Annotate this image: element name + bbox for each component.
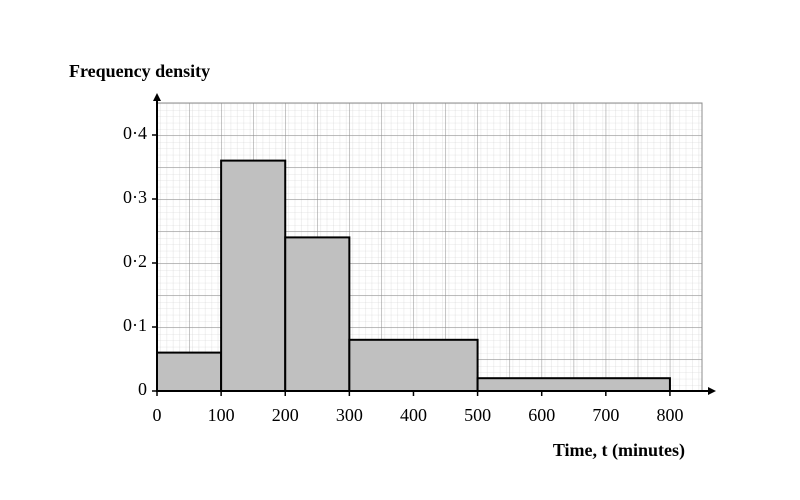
- y-tick-label: 0·3: [123, 187, 147, 207]
- x-tick-label: 400: [400, 405, 427, 425]
- bar: [284, 236, 351, 392]
- bar: [220, 159, 287, 392]
- x-tick-label: 0: [153, 405, 162, 425]
- bar: [476, 377, 671, 393]
- x-tick-label: 300: [336, 405, 363, 425]
- y-tick-label: 0·4: [123, 123, 147, 143]
- bar: [348, 338, 479, 392]
- y-tick-label: 0·2: [123, 251, 147, 271]
- x-tick-label: 100: [208, 405, 235, 425]
- x-axis-label: Time, t (minutes): [553, 440, 685, 461]
- x-tick-label: 800: [656, 405, 683, 425]
- x-tick-label: 200: [272, 405, 299, 425]
- bar: [156, 351, 223, 393]
- x-arrow: [708, 387, 716, 395]
- x-tick-label: 500: [464, 405, 491, 425]
- y-axis-label: Frequency density: [69, 61, 210, 81]
- x-tick-label: 700: [592, 405, 619, 425]
- y-tick-label: 0: [138, 379, 147, 399]
- y-tick-label: 0·1: [123, 315, 147, 335]
- x-tick-label: 600: [528, 405, 555, 425]
- y-arrow: [153, 93, 161, 101]
